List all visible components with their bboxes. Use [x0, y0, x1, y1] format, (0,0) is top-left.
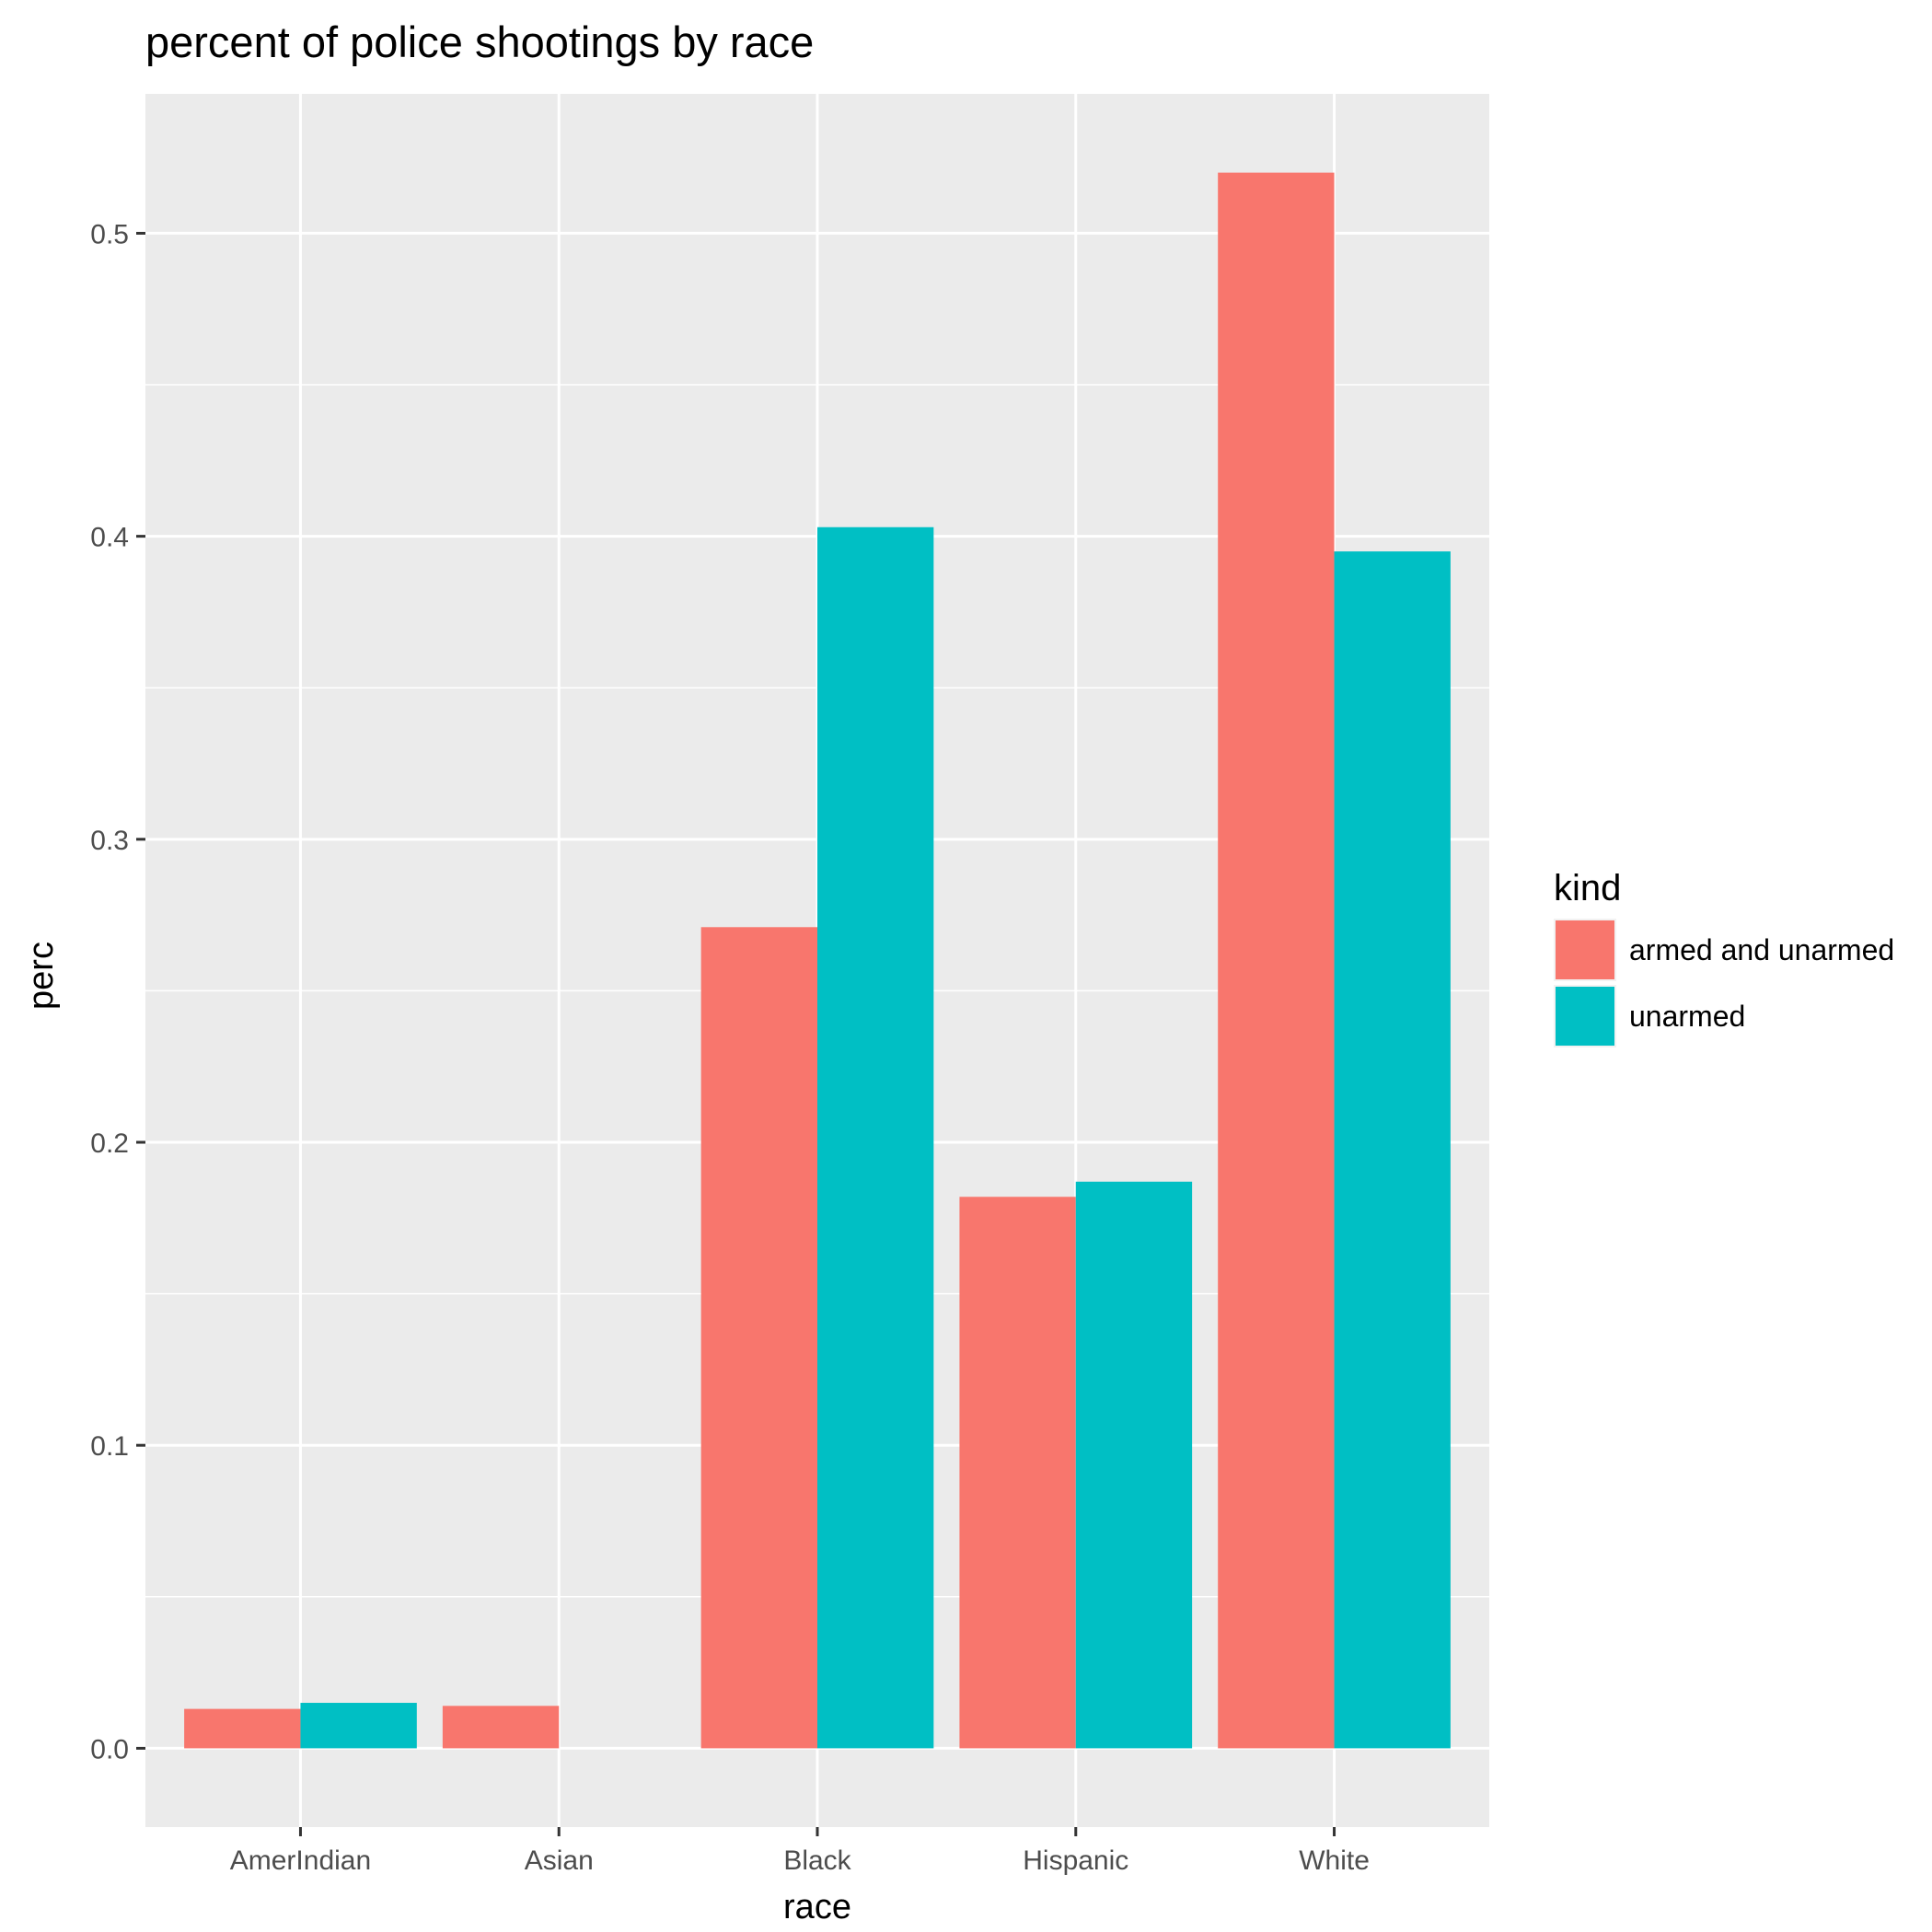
legend-swatch — [1556, 920, 1614, 979]
legend-swatch — [1556, 987, 1614, 1046]
y-tick-label: 0.4 — [90, 523, 129, 553]
bar-black-armed-and-unarmed — [700, 927, 817, 1749]
bar-hispanic-unarmed — [1075, 1181, 1193, 1749]
bar-hispanic-armed-and-unarmed — [959, 1197, 1076, 1749]
bar-white-armed-and-unarmed — [1218, 172, 1335, 1749]
bar-amerindian-unarmed — [300, 1703, 417, 1749]
x-axis-title: race — [783, 1888, 851, 1926]
x-tick-label: White — [1299, 1845, 1370, 1876]
legend-title: kind — [1554, 868, 1621, 908]
bar-amerindian-armed-and-unarmed — [184, 1708, 301, 1749]
x-axis: AmerIndian Asian Black Hispanic White — [230, 1827, 1370, 1876]
legend: kind armed and unarmed unarmed — [1554, 868, 1894, 1047]
y-tick-label: 0.2 — [90, 1128, 129, 1159]
bar-black-unarmed — [817, 526, 934, 1749]
x-tick-label: Hispanic — [1023, 1845, 1128, 1876]
bar-white-unarmed — [1334, 551, 1451, 1749]
x-tick-label: AmerIndian — [230, 1845, 371, 1876]
chart-title: percent of police shootings by race — [145, 17, 814, 66]
bar-asian-armed-and-unarmed — [442, 1706, 560, 1749]
x-tick-label: Asian — [525, 1845, 594, 1876]
y-tick-label: 0.0 — [90, 1734, 129, 1764]
y-tick-label: 0.5 — [90, 219, 129, 249]
x-tick-label: Black — [783, 1845, 851, 1876]
y-axis: 0.0 0.1 0.2 0.3 0.4 0.5 — [90, 219, 145, 1764]
legend-label: armed and unarmed — [1629, 933, 1894, 966]
legend-label: unarmed — [1629, 1000, 1745, 1033]
y-axis-title: perc — [22, 942, 61, 1010]
y-tick-label: 0.1 — [90, 1431, 129, 1462]
bars — [184, 172, 1451, 1749]
legend-items: armed and unarmed unarmed — [1554, 919, 1894, 1047]
y-tick-label: 0.3 — [90, 826, 129, 856]
